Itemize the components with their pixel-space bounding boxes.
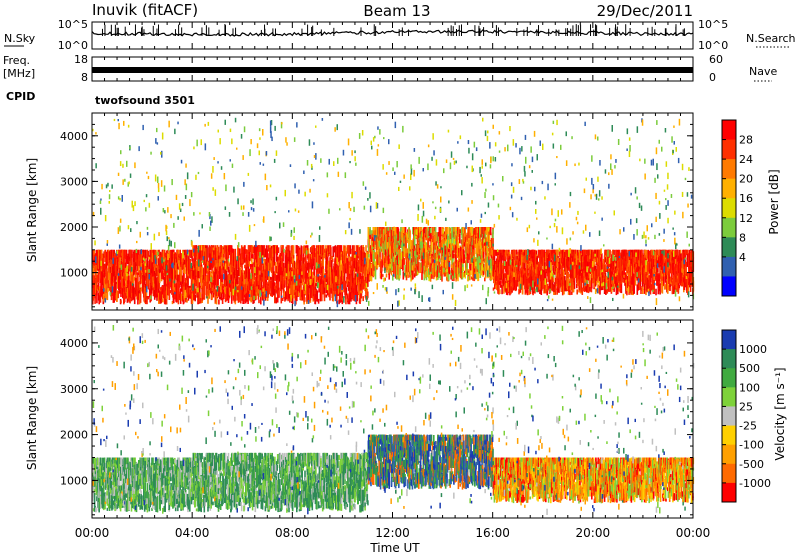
time-tick-label: 16:00 [475, 526, 510, 540]
power-colorbar-swatch [722, 178, 736, 199]
velocity-colorbar-swatch [722, 444, 736, 465]
power-colorbar-swatch [722, 237, 736, 258]
time-axis-label: Time UT [369, 541, 420, 554]
power-ytick-label: 4000 [60, 130, 88, 143]
velocity-colorbar-swatch [722, 463, 736, 484]
time-tick-label: 04:00 [175, 526, 210, 540]
power-colorbar-tick: 24 [739, 153, 753, 166]
velocity-colorbar-tick: 25 [739, 400, 753, 413]
velocity-colorbar-swatch [722, 330, 736, 350]
power-colorbar-swatch [722, 276, 736, 297]
power-colorbar-swatch [722, 159, 736, 180]
velocity-colorbar-tick: -100 [739, 439, 764, 452]
time-axis: 00:00 04:00 08:00 12:00 16:00 20:00 00:00 [75, 22, 711, 540]
nave-label: Nave [749, 65, 777, 78]
velocity-colorbar-swatch [722, 387, 736, 407]
power-ylabel: Slant Range [km] [25, 158, 39, 262]
velocity-colorbar-swatch [722, 349, 736, 369]
power-ytick-label: 2000 [60, 221, 88, 234]
power-panel: 1000 2000 3000 4000 Slant Range [km] [25, 112, 695, 311]
power-colorbar-tick: 28 [739, 134, 753, 147]
freq-label-line2: [MHz] [3, 67, 35, 80]
velocity-colorbar-tick: 500 [739, 362, 760, 375]
velocity-colorbar-tick: 100 [739, 381, 760, 394]
nave-tick-top: 60 [709, 53, 723, 66]
frequency-trace [92, 67, 693, 73]
power-colorbar: 28 24 20 16 12 8 4 [721, 119, 753, 297]
nave-tick-bottom: 0 [709, 71, 716, 84]
time-tick-label: 08:00 [275, 526, 310, 540]
velocity-colorbar-label: Velocity [m s⁻¹] [773, 367, 787, 460]
time-tick-label: 20:00 [576, 526, 611, 540]
velocity-colorbar-swatch [722, 482, 736, 503]
freq-label-line1: Freq. [3, 54, 30, 67]
power-yticks: 1000 2000 3000 4000 [60, 112, 693, 308]
noise-panel: N.Sky 10^5 10^0 10^5 10^0 N.Search [4, 18, 796, 52]
power-colorbar-swatch [722, 198, 736, 219]
power-colorbar-tick: 16 [739, 192, 753, 205]
noise-left-tick-top: 10^5 [58, 18, 88, 31]
power-colorbar-tick: 4 [739, 251, 746, 264]
noise-right-tick-top: 10^5 [698, 18, 728, 31]
power-colorbar-swatch [722, 256, 736, 277]
date-title: 29/Dec/2011 [597, 2, 693, 20]
velocity-ytick-label: 1000 [60, 474, 88, 487]
velocity-colorbar-tick: -25 [739, 420, 757, 433]
velocity-ytick-label: 4000 [60, 337, 88, 350]
noise-right-label: N.Search [746, 32, 796, 45]
power-colorbar-swatch [722, 217, 736, 238]
velocity-colorbar-swatch [722, 425, 736, 446]
velocity-colorbar-tick: -500 [739, 458, 764, 471]
power-colorbar-label: Power [dB] [767, 169, 781, 234]
velocity-ytick-label: 2000 [60, 429, 88, 442]
noise-spikes [101, 24, 685, 36]
velocity-ylabel: Slant Range [km] [25, 366, 39, 470]
noise-right-tick-bottom: 10^0 [698, 39, 728, 52]
power-colorbar-swatch [722, 120, 736, 141]
station-title: Inuvik (fitACF) [92, 1, 198, 19]
noise-trace [91, 29, 694, 37]
power-colorbar-tick: 8 [739, 231, 746, 244]
velocity-colorbar-swatch [722, 406, 736, 427]
time-tick-label: 00:00 [676, 526, 711, 540]
time-tick-label: 12:00 [375, 526, 410, 540]
velocity-colorbar-tick: 1000 [739, 343, 767, 356]
freq-tick-bottom: 8 [81, 71, 88, 84]
beam-title: Beam 13 [363, 2, 430, 20]
power-colorbar-tick: 20 [739, 173, 753, 186]
velocity-panel: 1000 2000 3000 4000 Slant Range [km] [25, 319, 695, 519]
velocity-colorbar-tick: -1000 [739, 477, 771, 490]
power-ytick-label: 1000 [60, 267, 88, 280]
power-ytick-label: 3000 [60, 175, 88, 188]
time-tick-label: 00:00 [75, 526, 110, 540]
noise-left-label: N.Sky [4, 32, 36, 45]
power-colorbar-tick: 12 [739, 212, 753, 225]
velocity-yticks: 1000 2000 3000 4000 [60, 319, 693, 516]
frequency-panel: Freq. [MHz] 18 8 60 0 Nave [3, 53, 777, 84]
power-echoes [92, 117, 695, 308]
power-colorbar-swatch [722, 139, 736, 160]
velocity-ytick-label: 3000 [60, 383, 88, 396]
cpid-program: twofsound 3501 [95, 94, 195, 107]
cpid-label: CPID [6, 90, 35, 103]
noise-left-tick-bottom: 10^0 [58, 39, 88, 52]
velocity-colorbar: 1000 500 100 25 -25 -100 -500 -1000 [721, 329, 771, 503]
velocity-echoes [92, 325, 695, 515]
freq-tick-top: 18 [74, 53, 88, 66]
velocity-colorbar-swatch [722, 368, 736, 388]
